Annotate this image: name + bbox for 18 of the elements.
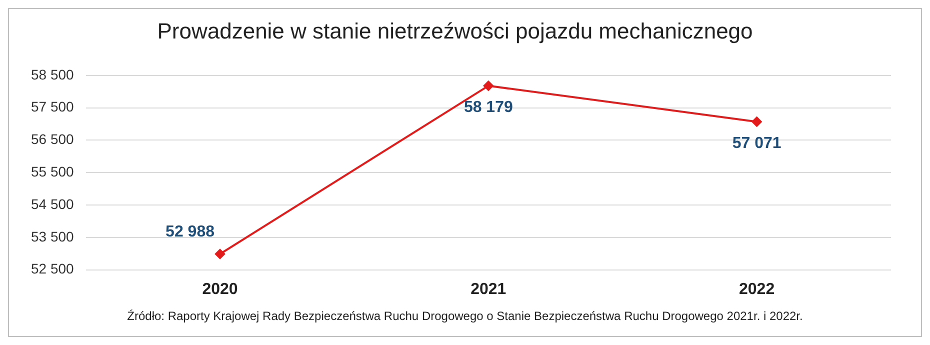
y-tick-label: 52 500: [30, 260, 74, 277]
point: [483, 80, 494, 91]
point: [752, 116, 762, 127]
x-tick-label: 2022: [739, 280, 775, 298]
chart-title: Prowadzenie w stanie nietrzeźwości pojazdu mechanicznego: [157, 18, 753, 44]
text: Źródło: Raporty Krajowej Rady Bezpieczeństwa Ruchu Drogowego o Stanie Bezpieczeństwa Ruchu Drogowego 2021r. i 2022r.: [126, 309, 804, 323]
data-label: 57 071: [732, 135, 782, 152]
y-tick-label: 53 500: [30, 228, 74, 244]
y-tick-label: 54 500: [30, 196, 74, 212]
point: [215, 248, 226, 259]
y-tick-label: 57 500: [30, 98, 74, 115]
x-tick-label: 2021: [470, 280, 506, 298]
y-tick-label: 56 500: [30, 131, 74, 148]
y-tick-label: 58 500: [30, 66, 74, 82]
x-tick-label: 2020: [202, 280, 238, 298]
data-label: 58 179: [464, 99, 513, 116]
y-tick-label: 55 500: [30, 163, 74, 180]
data-label: 52 988: [166, 223, 215, 240]
